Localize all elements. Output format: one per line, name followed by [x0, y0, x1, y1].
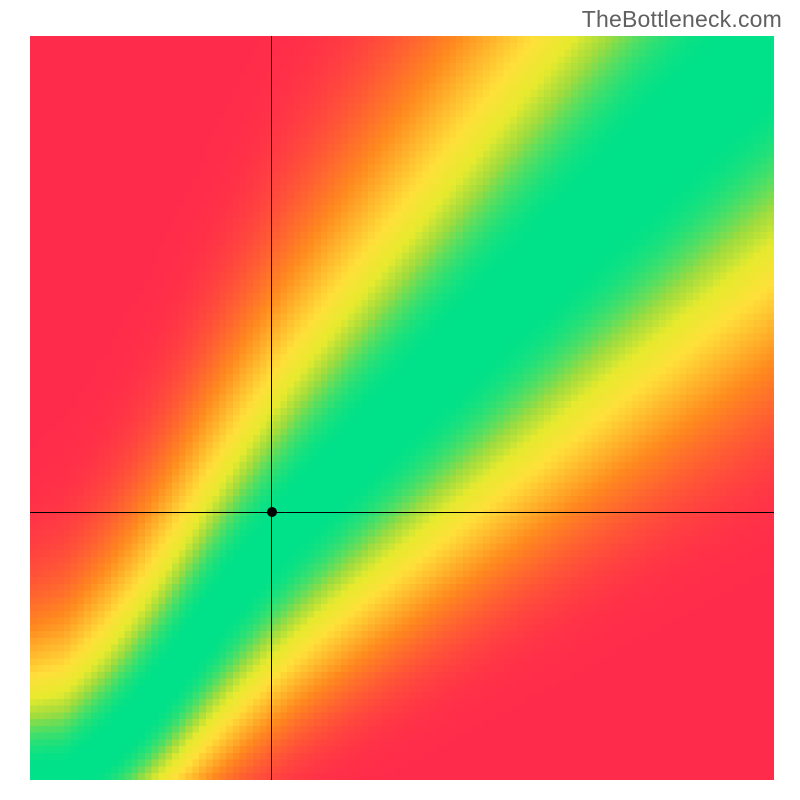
watermark-text: TheBottleneck.com: [582, 6, 782, 33]
bottleneck-heatmap-plot: [30, 36, 774, 780]
heatmap-canvas: [30, 36, 774, 780]
crosshair-vertical: [271, 36, 272, 780]
crosshair-horizontal: [30, 512, 774, 513]
crosshair-marker: [267, 507, 277, 517]
